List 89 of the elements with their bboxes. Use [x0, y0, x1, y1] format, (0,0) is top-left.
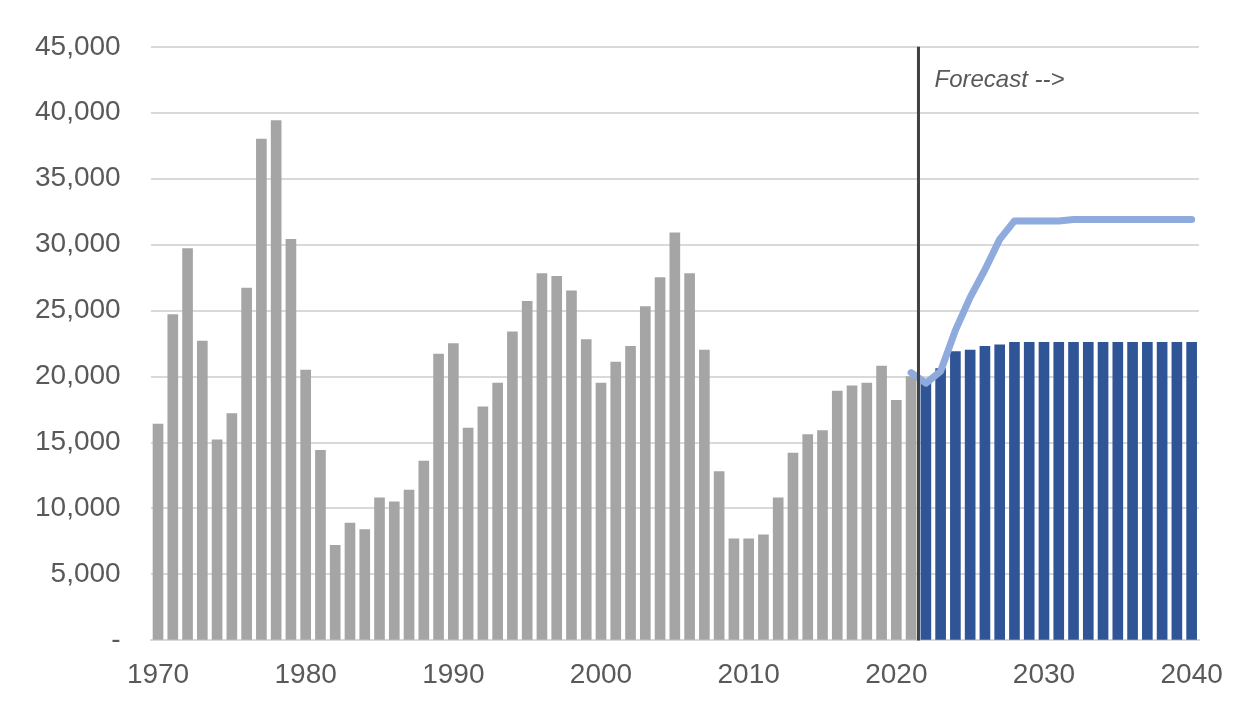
bar	[1097, 341, 1109, 640]
y-tick-label: -	[111, 623, 121, 655]
bar	[388, 501, 400, 640]
bar	[935, 368, 946, 640]
bar	[654, 277, 666, 640]
bar	[566, 290, 577, 640]
y-tick-label: 30,000	[35, 227, 121, 259]
bar	[241, 287, 252, 640]
bar	[374, 497, 385, 640]
x-tick-label: 2000	[569, 657, 633, 689]
bar	[905, 376, 917, 640]
bar	[787, 452, 799, 640]
x-tick-label: 2010	[717, 657, 780, 689]
bar	[950, 351, 961, 640]
x-tick-label: 1970	[126, 657, 190, 689]
bar	[507, 331, 518, 640]
bar	[1186, 341, 1197, 640]
bar	[713, 471, 725, 640]
y-tick-label: 10,000	[35, 491, 121, 523]
bar	[315, 450, 326, 640]
bar	[1053, 341, 1065, 640]
bar	[403, 489, 415, 640]
bar	[1156, 341, 1168, 640]
bar	[152, 423, 164, 640]
bar	[196, 340, 208, 640]
bar	[772, 497, 784, 640]
bar	[1082, 341, 1094, 640]
bar	[802, 434, 814, 640]
bar	[743, 538, 754, 640]
bar	[300, 369, 312, 640]
y-tick-label: 25,000	[35, 293, 121, 325]
bar	[964, 349, 976, 640]
bar	[1171, 341, 1183, 640]
bar	[1023, 341, 1035, 640]
bar	[639, 306, 651, 640]
bar	[344, 522, 356, 640]
bar	[492, 382, 503, 640]
bar	[536, 273, 548, 640]
bar	[477, 406, 489, 640]
bar	[758, 534, 769, 640]
bar	[861, 382, 873, 640]
x-tick-label: 1980	[274, 657, 337, 689]
bar	[211, 439, 223, 640]
bar	[580, 339, 592, 640]
ref-line-label: Forecast -->	[934, 65, 1065, 93]
bar	[876, 365, 887, 640]
y-tick-label: 40,000	[35, 95, 121, 127]
bar	[462, 427, 474, 640]
y-tick-label: 5,000	[50, 557, 121, 589]
bar	[817, 430, 828, 640]
bar	[1009, 341, 1020, 640]
bar	[1112, 341, 1124, 640]
bar	[728, 538, 740, 640]
y-tick-label: 20,000	[35, 359, 121, 391]
bar	[699, 349, 710, 640]
bar	[182, 248, 193, 640]
y-tick-label: 15,000	[35, 425, 121, 457]
bar	[1142, 341, 1153, 640]
bar	[256, 138, 267, 640]
x-tick-label: 2030	[1012, 657, 1076, 689]
bar	[994, 344, 1006, 640]
bar	[359, 529, 371, 640]
bar	[521, 301, 533, 640]
bar	[979, 345, 991, 640]
bar	[595, 382, 607, 640]
bar	[418, 460, 430, 640]
bar	[1127, 341, 1138, 640]
x-tick-label: 1990	[422, 657, 485, 689]
bar	[890, 399, 902, 640]
bar	[167, 314, 179, 640]
y-tick-label: 35,000	[35, 161, 121, 193]
bar	[1038, 341, 1050, 640]
bar	[448, 343, 459, 640]
bar	[226, 413, 238, 640]
x-tick-label: 2040	[1160, 657, 1223, 689]
bar	[625, 345, 636, 640]
bar	[285, 239, 297, 640]
bar	[684, 273, 695, 640]
x-tick-label: 2020	[865, 657, 928, 689]
bar	[433, 353, 444, 640]
bar	[669, 232, 681, 640]
bar	[1068, 341, 1079, 640]
bar	[610, 361, 622, 640]
bar	[831, 390, 843, 640]
bar	[551, 276, 563, 640]
y-tick-label: 45,000	[35, 29, 121, 61]
bar	[846, 385, 858, 640]
bar	[329, 545, 341, 640]
bar	[270, 120, 282, 640]
